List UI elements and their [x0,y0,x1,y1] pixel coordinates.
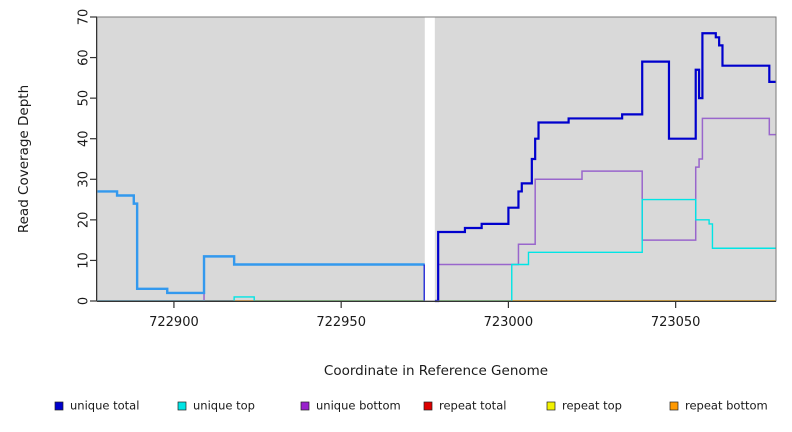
y-tick-label: 60 [77,49,92,66]
x-tick-label: 722900 [149,315,199,330]
legend-label: repeat total [439,399,506,413]
legend-swatch-icon [669,401,679,411]
y-tick-label: 70 [77,9,92,26]
x-tick-label: 723050 [651,315,701,330]
y-axis-title: Read Coverage Depth [16,85,32,233]
legend-label: repeat top [562,399,622,413]
y-tick-label: 0 [77,297,92,305]
legend-swatch-icon [177,401,187,411]
x-tick-label: 723000 [484,315,534,330]
legend-swatch-icon [546,401,556,411]
legend-item-unique-top[interactable]: unique top [177,399,255,413]
legend-swatch-icon [423,401,433,411]
legend-item-repeat-total[interactable]: repeat total [423,399,506,413]
legend-swatch-icon [300,401,310,411]
legend-item-repeat-top[interactable]: repeat top [546,399,622,413]
series-unique-top [97,198,776,302]
y-tick-label: 30 [77,171,92,188]
unique-total-right-line [434,32,776,303]
y-tick-label: 10 [77,252,92,269]
missing-data-gap [424,17,435,301]
legend-item-repeat-bottom[interactable]: repeat bottom [669,399,768,413]
unique-total-left-line [97,190,426,301]
x-axis: 722900 722950 723000 723050 [97,301,776,330]
y-tick-label: 40 [77,130,92,147]
chart-legend: unique total unique top unique bottom repea… [54,399,768,413]
x-axis-title: Coordinate in Reference Genome [324,363,548,379]
legend-label: unique total [70,399,139,413]
legend-label: unique top [193,399,255,413]
x-tick-label: 722950 [316,315,366,330]
legend-label: repeat bottom [685,399,768,413]
legend-item-unique-bottom[interactable]: unique bottom [300,399,401,413]
plot-panel [97,17,776,301]
legend-item-unique-total[interactable]: unique total [54,399,139,413]
y-tick-label: 20 [77,212,92,229]
y-tick-label: 50 [77,90,92,107]
legend-label: unique bottom [316,399,401,413]
y-axis: 0 10 20 30 40 50 60 70 [77,9,97,305]
legend-swatch-icon [54,401,64,411]
